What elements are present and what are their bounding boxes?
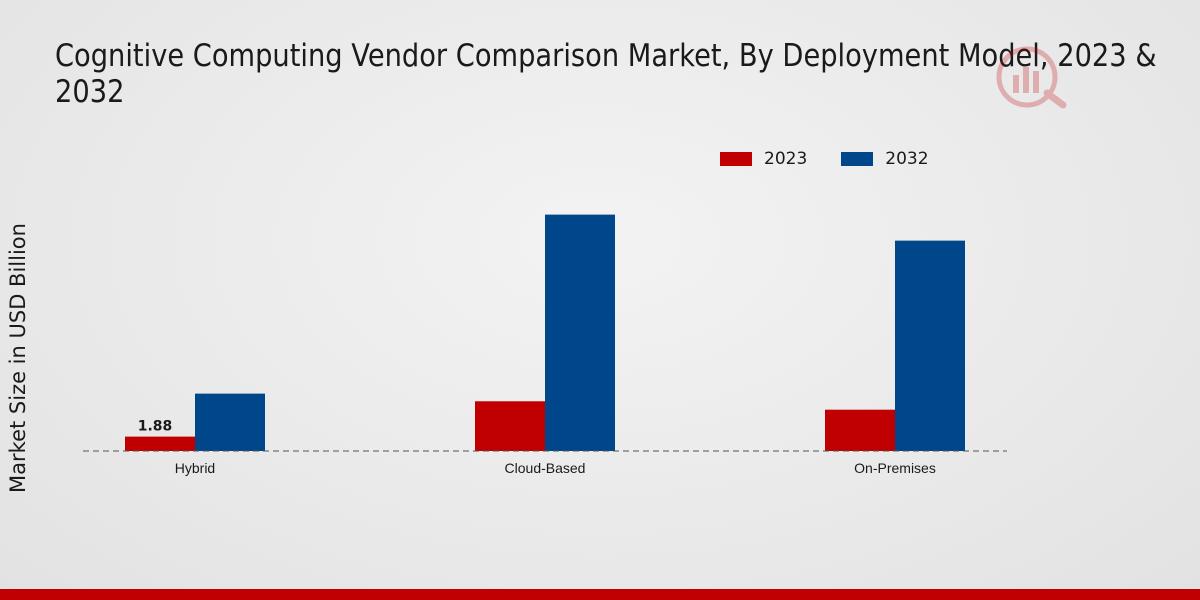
bar-hybrid-2023 [125,436,195,451]
bar-on-premises-2023 [825,409,895,451]
chart-title-line2: 2032 [55,74,125,110]
x-tick-label: Hybrid [175,460,215,476]
bar-on-premises-2032 [895,240,965,451]
legend-item-2032[interactable]: 2032 [841,149,929,169]
bar-cloud-based-2032 [545,214,615,451]
data-label: 1.88 [138,419,173,435]
legend-swatch-2032 [841,152,874,166]
footer-accent-bar [0,589,1200,600]
bar-hybrid-2032 [195,393,265,451]
legend-label-2023: 2023 [764,149,808,169]
chart-title-line1: Cognitive Computing Vendor Comparison Ma… [55,38,1157,74]
bar-cloud-based-2023 [475,401,545,451]
legend-item-2023[interactable]: 2023 [720,149,807,169]
chart-legend: 2023 2032 [720,149,929,169]
legend-label-2032: 2032 [885,149,929,169]
legend-swatch-2023 [720,152,752,166]
x-tick-label: On-Premises [854,460,936,476]
x-tick-label: Cloud-Based [505,460,586,476]
chart-title: Cognitive Computing Vendor Comparison Ma… [55,38,1157,110]
brand-logo-icon [996,46,1067,109]
